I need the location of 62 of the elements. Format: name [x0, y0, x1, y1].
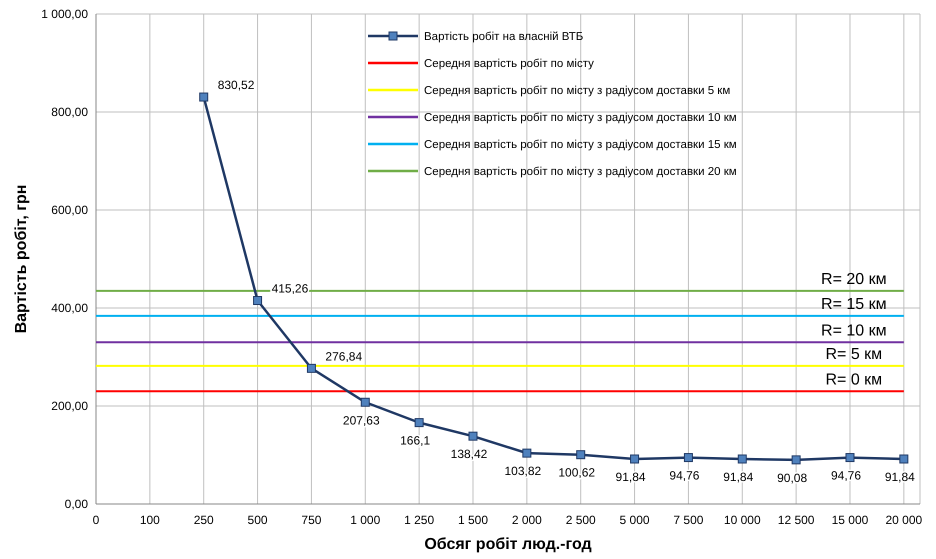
x-tick-label: 2 000 — [512, 513, 542, 527]
data-label: 91,84 — [616, 470, 646, 484]
x-tick-label: 750 — [301, 513, 322, 527]
data-label: 830,52 — [218, 78, 255, 92]
data-label: 100,62 — [558, 466, 596, 480]
y-tick-label: 400,00 — [51, 301, 88, 315]
data-label: 138,42 — [450, 447, 488, 462]
legend-label: Середня вартість робіт по місту з радіусом доставки 5 км — [424, 85, 730, 97]
x-tick-label: 250 — [194, 513, 214, 527]
x-axis-title: Обсяг робіт люд.-год — [424, 536, 592, 553]
y-tick-label: 800,00 — [51, 105, 88, 119]
legend-label: Середня вартість робіт по місту з радіусом доставки 20 км — [424, 166, 737, 178]
data-label: 166,1 — [400, 434, 430, 448]
x-tick-label: 7 500 — [673, 513, 704, 527]
annotation: R= 0 км — [826, 371, 882, 388]
point — [684, 453, 693, 462]
point — [576, 450, 586, 460]
point — [738, 454, 747, 464]
data-label: 276,84 — [325, 349, 362, 364]
point — [253, 296, 262, 306]
data-label: 94,76 — [669, 468, 700, 483]
y-tick-label: 1 000,00 — [41, 7, 88, 21]
x-tick-label: 1 250 — [404, 513, 434, 527]
legend-label: Вартість робіт на власній ВТБ — [424, 31, 584, 43]
x-tick-label: 2 500 — [566, 513, 596, 527]
point — [899, 454, 908, 464]
x-tick-label: 15 000 — [832, 513, 869, 527]
point — [199, 92, 208, 102]
annotation: R= 5 км — [826, 346, 882, 363]
x-tick-label: 5 000 — [620, 513, 650, 527]
x-tick-label: 100 — [140, 513, 160, 527]
annotation: R= 20 км — [821, 270, 887, 288]
annotation: R= 15 км — [821, 296, 887, 313]
y-tick-label: 600,00 — [51, 203, 88, 217]
y-tick-label: 200,00 — [51, 399, 88, 413]
x-tick-label: 500 — [248, 513, 268, 527]
x-tick-label: 0 — [92, 513, 100, 527]
point — [630, 454, 640, 464]
y-tick-label: 0,00 — [64, 497, 88, 511]
data-label: 207,63 — [342, 413, 380, 428]
data-label: 90,08 — [777, 470, 808, 485]
x-tick-label: 1 000 — [350, 513, 381, 527]
point — [468, 432, 478, 441]
data-label: 94,76 — [830, 468, 862, 483]
y-axis-title: Вартість робіт, грн — [13, 184, 30, 334]
legend-label: Середня вартість робіт по місту з радіусом доставки 15 км — [424, 139, 737, 151]
data-label: 91,84 — [723, 470, 754, 484]
x-tick-label: 20 000 — [885, 513, 923, 527]
point — [306, 364, 316, 373]
legend-label: Середня вартість робіт по місту — [424, 58, 594, 70]
x-tick-label: 1 500 — [458, 513, 488, 527]
x-tick-label: 10 000 — [724, 513, 761, 527]
data-label: 103,82 — [504, 464, 542, 478]
legend-label: Середня вартість робіт по місту з радіусом доставки 10 км — [424, 112, 737, 124]
x-tick-label: 12 500 — [778, 513, 815, 527]
point — [414, 418, 424, 428]
point — [360, 398, 370, 407]
point — [792, 455, 801, 464]
data-label: 91,84 — [884, 470, 916, 484]
point — [522, 448, 532, 458]
point — [845, 453, 854, 462]
annotation: R= 10 км — [821, 322, 887, 340]
